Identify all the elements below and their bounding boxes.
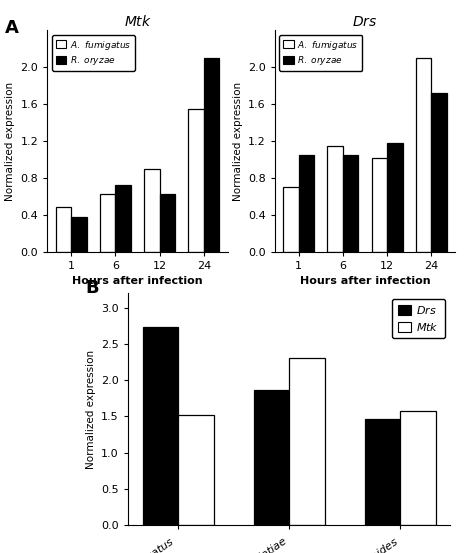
Bar <box>55 207 71 252</box>
Bar <box>144 169 160 252</box>
Title: $\it{Mtk}$: $\it{Mtk}$ <box>124 14 151 29</box>
Y-axis label: Normalized expression: Normalized expression <box>233 81 243 201</box>
Bar <box>328 145 343 252</box>
Bar <box>372 158 387 252</box>
Bar <box>365 419 400 525</box>
Bar <box>299 155 314 252</box>
Bar <box>100 195 115 252</box>
Y-axis label: Normalized expression: Normalized expression <box>86 349 96 469</box>
Bar <box>254 390 289 525</box>
Bar <box>115 185 131 252</box>
X-axis label: Hours after infection: Hours after infection <box>72 276 203 286</box>
Y-axis label: Normalized expression: Normalized expression <box>5 81 15 201</box>
Bar <box>416 58 431 252</box>
X-axis label: Hours after infection: Hours after infection <box>300 276 430 286</box>
Bar <box>178 415 214 525</box>
Bar <box>289 358 325 525</box>
Bar <box>387 143 402 252</box>
Bar <box>400 411 436 525</box>
Bar <box>343 155 358 252</box>
Bar <box>188 109 204 252</box>
Bar <box>143 327 178 525</box>
Bar <box>431 93 447 252</box>
Legend: $\it{A.\ fumigatus}$, $\it{R.\ oryzae}$: $\it{A.\ fumigatus}$, $\it{R.\ oryzae}$ <box>52 35 135 71</box>
Text: B: B <box>85 279 99 298</box>
Text: A: A <box>5 19 18 38</box>
Legend: $\it{A.\ fumigatus}$, $\it{R.\ oryzae}$: $\it{A.\ fumigatus}$, $\it{R.\ oryzae}$ <box>280 35 363 71</box>
Bar <box>283 187 299 252</box>
Legend: $\it{Drs}$, $\it{Mtk}$: $\it{Drs}$, $\it{Mtk}$ <box>392 299 445 338</box>
Bar <box>204 58 219 252</box>
Bar <box>71 217 87 252</box>
Title: $\it{Drs}$: $\it{Drs}$ <box>352 15 378 29</box>
Bar <box>160 195 175 252</box>
